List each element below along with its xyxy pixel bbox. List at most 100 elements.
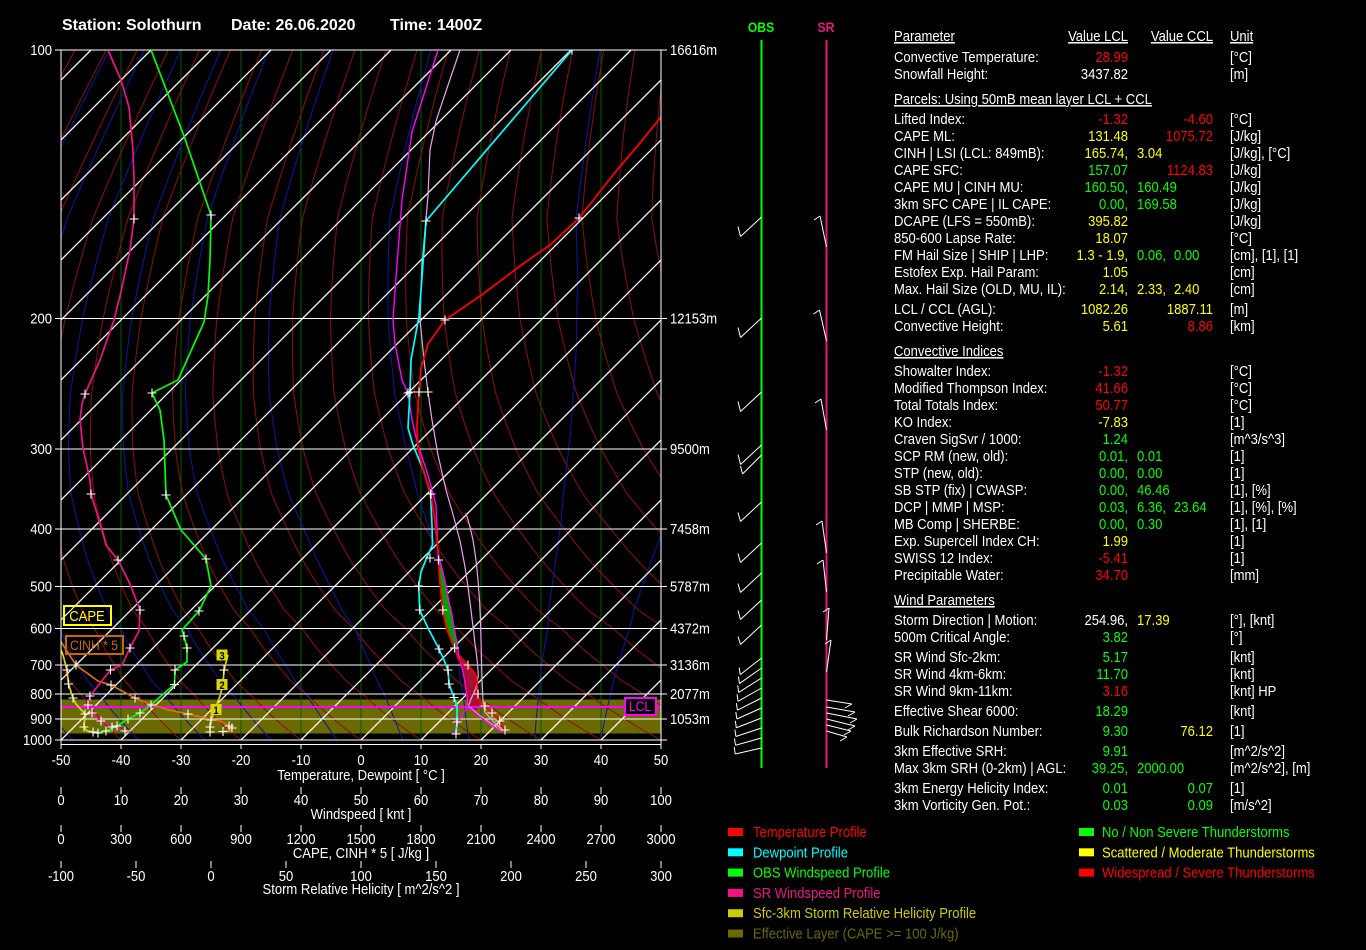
svg-text:SR: SR (818, 19, 835, 35)
svg-text:9.30: 9.30 (1103, 722, 1129, 739)
svg-text:-10: -10 (292, 751, 311, 768)
svg-text:[m^3/s^3]: [m^3/s^3] (1230, 430, 1285, 447)
svg-text:800: 800 (30, 685, 52, 702)
svg-text:-50: -50 (127, 867, 146, 884)
svg-text:9500m: 9500m (670, 440, 710, 457)
svg-text:[1]: [1] (1230, 447, 1245, 464)
svg-text:0.00: 0.00 (1174, 246, 1200, 263)
svg-text:1.3 - 1.9,: 1.3 - 1.9, (1077, 246, 1128, 263)
svg-text:SB STP (fix) | CWASP:: SB STP (fix) | CWASP: (894, 481, 1027, 498)
svg-text:2077m: 2077m (670, 685, 710, 702)
svg-text:Total Totals Index:: Total Totals Index: (894, 396, 998, 413)
svg-text:-1.32: -1.32 (1098, 362, 1128, 379)
svg-text:3136m: 3136m (670, 656, 710, 673)
svg-text:3000: 3000 (646, 830, 675, 847)
svg-text:-7.83: -7.83 (1098, 413, 1128, 430)
svg-text:0.06,: 0.06, (1137, 246, 1166, 263)
svg-text:[1], [%], [%]: [1], [%], [%] (1230, 498, 1297, 515)
svg-text:[J/kg]: [J/kg] (1230, 161, 1261, 178)
svg-text:46.46: 46.46 (1137, 481, 1170, 498)
svg-text:DCP | MMP | MSP:: DCP | MMP | MSP: (894, 498, 1005, 515)
svg-text:9.91: 9.91 (1103, 742, 1129, 759)
svg-text:Storm Direction | Motion:: Storm Direction | Motion: (894, 611, 1037, 628)
svg-text:1887.11: 1887.11 (1167, 300, 1213, 317)
svg-text:2400: 2400 (526, 830, 555, 847)
svg-text:CINH * 5: CINH * 5 (70, 637, 118, 653)
svg-text:DCAPE (LFS = 550mB):: DCAPE (LFS = 550mB): (894, 212, 1035, 229)
svg-text:[°C]: [°C] (1230, 229, 1252, 246)
svg-text:Temperature Profile: Temperature Profile (753, 823, 867, 840)
svg-text:Max 3km SRH (0-2km) | AGL:: Max 3km SRH (0-2km) | AGL: (894, 759, 1066, 776)
svg-text:Wind Parameters: Wind Parameters (894, 591, 995, 608)
svg-text:250: 250 (575, 867, 597, 884)
svg-text:3: 3 (219, 651, 225, 663)
svg-text:3437.82: 3437.82 (1081, 65, 1128, 82)
svg-text:SWISS 12 Index:: SWISS 12 Index: (894, 549, 993, 566)
svg-text:[°C]: [°C] (1230, 110, 1252, 127)
svg-text:50: 50 (354, 791, 369, 808)
svg-text:-30: -30 (172, 751, 191, 768)
svg-text:Value LCL: Value LCL (1068, 27, 1128, 44)
svg-text:4372m: 4372m (670, 620, 710, 637)
svg-text:Effective Shear 6000:: Effective Shear 6000: (894, 702, 1018, 719)
svg-text:0.01: 0.01 (1103, 779, 1129, 796)
svg-text:[1], [1]: [1], [1] (1230, 515, 1266, 532)
svg-text:-20: -20 (232, 751, 251, 768)
svg-text:50: 50 (279, 867, 294, 884)
svg-text:CAPE SFC:: CAPE SFC: (894, 161, 963, 178)
svg-text:-4.60: -4.60 (1183, 110, 1213, 127)
svg-text:5.61: 5.61 (1103, 317, 1129, 334)
svg-text:1082.26: 1082.26 (1081, 300, 1128, 317)
svg-text:157.07: 157.07 (1088, 161, 1128, 178)
svg-text:Parcels: Using 50mB mean layer: Parcels: Using 50mB mean layer LCL + CCL (894, 90, 1152, 107)
svg-text:Precipitable Water:: Precipitable Water: (894, 566, 1004, 583)
svg-text:[1]: [1] (1230, 413, 1245, 430)
svg-text:20: 20 (474, 751, 489, 768)
svg-text:41.66: 41.66 (1095, 379, 1128, 396)
svg-text:100: 100 (650, 791, 672, 808)
svg-text:254.96,: 254.96, (1084, 611, 1128, 628)
svg-text:1.05: 1.05 (1103, 263, 1129, 280)
svg-text:Windspeed [ knt ]: Windspeed [ knt ] (311, 805, 412, 822)
svg-text:-40: -40 (112, 751, 131, 768)
svg-text:[cm]: [cm] (1230, 280, 1255, 297)
svg-text:OBS Windspeed Profile: OBS Windspeed Profile (753, 864, 890, 881)
svg-text:1: 1 (213, 705, 219, 717)
svg-text:[cm], [1], [1]: [cm], [1], [1] (1230, 246, 1298, 263)
svg-text:[m^2/s^2]: [m^2/s^2] (1230, 742, 1285, 759)
svg-text:Lifted Index:: Lifted Index: (894, 110, 965, 127)
svg-text:[°]: [°] (1230, 628, 1242, 645)
svg-text:18.29: 18.29 (1095, 702, 1128, 719)
svg-text:[°C]: [°C] (1230, 379, 1252, 396)
svg-text:-100: -100 (48, 867, 74, 884)
svg-text:Widespread / Severe Thundersto: Widespread / Severe Thunderstorms (1102, 864, 1315, 881)
svg-text:Bulk Richardson Number:: Bulk Richardson Number: (894, 722, 1043, 739)
svg-text:0.07: 0.07 (1188, 779, 1214, 796)
svg-text:SR Wind 4km-6km:: SR Wind 4km-6km: (894, 665, 1006, 682)
svg-text:Time: 1400Z: Time: 1400Z (390, 17, 482, 34)
svg-text:160.50,: 160.50, (1084, 178, 1128, 195)
svg-text:5.17: 5.17 (1103, 648, 1129, 665)
svg-text:3km Vorticity Gen. Pot.:: 3km Vorticity Gen. Pot.: (894, 796, 1030, 813)
svg-text:3km SFC CAPE | IL CAPE:: 3km SFC CAPE | IL CAPE: (894, 195, 1051, 212)
svg-text:131.48: 131.48 (1088, 127, 1128, 144)
svg-text:CAPE, CINH * 5 [ J/kg ]: CAPE, CINH * 5 [ J/kg ] (293, 844, 429, 861)
svg-text:Value CCL: Value CCL (1151, 27, 1213, 44)
svg-text:0.00,: 0.00, (1099, 481, 1128, 498)
svg-text:50: 50 (654, 751, 669, 768)
svg-text:900: 900 (230, 830, 252, 847)
svg-text:12153m: 12153m (670, 310, 717, 327)
svg-text:[knt] HP: [knt] HP (1230, 682, 1276, 699)
svg-text:1200: 1200 (286, 830, 315, 847)
svg-text:2.14,: 2.14, (1099, 280, 1128, 297)
svg-text:SCP RM (new, old):: SCP RM (new, old): (894, 447, 1008, 464)
svg-text:SR Wind Sfc-2km:: SR Wind Sfc-2km: (894, 648, 1001, 665)
svg-text:3.04: 3.04 (1137, 144, 1163, 161)
svg-text:900: 900 (30, 710, 52, 727)
svg-text:[J/kg], [°C]: [J/kg], [°C] (1230, 144, 1290, 161)
svg-text:[J/kg]: [J/kg] (1230, 127, 1261, 144)
svg-text:150: 150 (425, 867, 447, 884)
svg-text:SR Windspeed Profile: SR Windspeed Profile (753, 884, 881, 901)
svg-text:1000: 1000 (23, 731, 52, 748)
svg-text:0: 0 (57, 830, 64, 847)
